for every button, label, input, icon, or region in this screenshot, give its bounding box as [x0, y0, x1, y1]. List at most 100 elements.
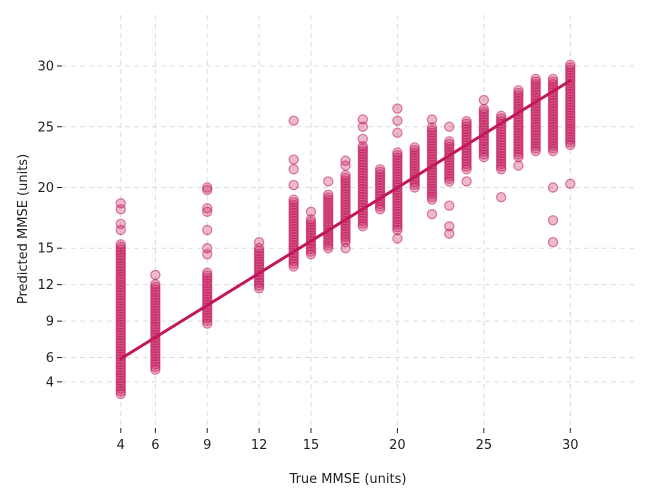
scatter-point [409, 150, 420, 161]
scatter-point [565, 64, 576, 76]
scatter-point [461, 115, 472, 127]
scatter-point [392, 163, 403, 174]
scatter-point [150, 351, 161, 362]
x-tick-label-12: 12 [251, 438, 268, 453]
scatter-point [357, 133, 369, 145]
scatter-point [495, 153, 507, 164]
scatter-point [392, 152, 403, 164]
scatter-point [547, 215, 559, 226]
scatter-point [513, 117, 524, 128]
scatter-point [565, 134, 576, 145]
scatter-point [340, 188, 351, 200]
scatter-point [530, 132, 541, 143]
scatter-point [288, 237, 299, 248]
scatter-point [357, 173, 369, 184]
scatter-point [478, 106, 490, 117]
scatter-point [150, 287, 161, 298]
scatter-point [478, 122, 490, 133]
scatter-point [444, 138, 455, 150]
scatter-point [513, 149, 524, 160]
scatter-point [513, 130, 524, 141]
scatter-point [426, 189, 438, 200]
scatter-point [115, 268, 126, 279]
scatter-point [340, 175, 351, 186]
scatter-point [547, 100, 559, 111]
scatter-point [461, 164, 472, 175]
scatter-point [323, 243, 334, 254]
scatter-point [461, 123, 472, 135]
scatter-point [547, 97, 559, 109]
scatter-point [150, 356, 161, 367]
scatter-point [392, 171, 403, 182]
scatter-point [513, 90, 524, 101]
scatter-point [495, 148, 507, 159]
scatter-point [115, 364, 126, 376]
scatter-point [115, 297, 126, 309]
scatter-point [202, 270, 213, 281]
scatter-point [565, 110, 576, 121]
scatter-point [565, 126, 576, 137]
scatter-point [357, 215, 369, 227]
scatter-point [547, 119, 559, 130]
scatter-point [547, 111, 559, 122]
scatter-point [115, 340, 126, 352]
y-tick-label-6: 6 [46, 351, 54, 366]
scatter-point [392, 115, 403, 126]
scatter-point [426, 149, 438, 160]
scatter-point [323, 213, 334, 225]
scatter-point [150, 340, 161, 351]
scatter-point [115, 335, 126, 346]
scatter-point [478, 111, 490, 123]
x-tick-label-25: 25 [476, 438, 493, 453]
scatter-point [253, 277, 265, 289]
scatter-point [253, 251, 265, 262]
scatter-point [392, 160, 403, 172]
scatter-point [288, 194, 299, 205]
scatter-point [340, 223, 351, 234]
scatter-point [357, 189, 369, 200]
scatter-point [357, 140, 369, 152]
scatter-point [340, 243, 351, 254]
scatter-point [530, 124, 541, 135]
scatter-point [357, 165, 369, 176]
scatter-point [461, 148, 472, 159]
y-tick-label-30: 30 [37, 60, 54, 75]
scatter-point [115, 263, 126, 274]
scatter-point [115, 388, 126, 400]
scatter-point [357, 159, 369, 171]
scatter-point [547, 132, 559, 143]
scatter-point [115, 386, 126, 397]
scatter-point [565, 123, 576, 135]
scatter-point [357, 149, 369, 160]
scatter-point [513, 114, 524, 125]
scatter-point [340, 191, 351, 202]
scatter-point [323, 216, 334, 227]
scatter-point [357, 157, 369, 168]
scatter-point [323, 205, 334, 217]
scatter-point [392, 224, 403, 236]
scatter-point [392, 211, 403, 222]
scatter-point [340, 207, 351, 218]
scatter-point [426, 181, 438, 192]
scatter-point [444, 160, 455, 171]
scatter-point [357, 181, 369, 192]
scatter-point [426, 154, 438, 165]
scatter-point [547, 182, 559, 193]
scatter-point [150, 364, 161, 375]
scatter-point [392, 157, 403, 169]
scatter-point [288, 205, 299, 216]
scatter-point [530, 129, 541, 141]
scatter-point [426, 130, 438, 141]
scatter-point [392, 208, 403, 220]
scatter-point [392, 206, 403, 217]
x-tick-label-4: 4 [117, 438, 125, 453]
scatter-point [357, 218, 369, 229]
scatter-point [513, 135, 524, 147]
scatter-point [513, 87, 524, 99]
scatter-point [340, 194, 351, 205]
scatter-point [115, 316, 126, 328]
scatter-point [115, 330, 126, 341]
scatter-point [115, 252, 126, 263]
scatter-point [530, 76, 541, 87]
scatter-point [530, 140, 541, 151]
